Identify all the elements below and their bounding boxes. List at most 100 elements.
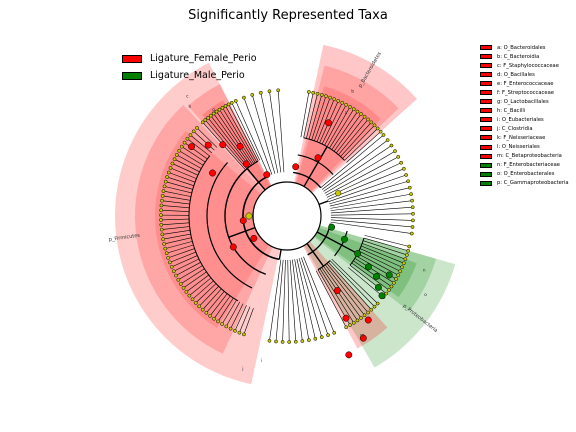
tip-node [369, 120, 374, 125]
tip-node [398, 269, 403, 274]
tip-node [233, 99, 238, 103]
branch-firmicutes [221, 299, 237, 325]
phylum-label-firmicutes: p_Firmicutes [109, 233, 141, 243]
biomarker-node-male [373, 272, 380, 280]
clade-letter: i [261, 358, 262, 364]
tip-node [359, 316, 363, 320]
branch-bacilli [225, 105, 258, 163]
branch-bacilli [219, 109, 255, 164]
branch-bacilli [222, 107, 256, 163]
clade-letter: n [423, 268, 426, 273]
tip-node [160, 232, 165, 237]
branch-top [260, 92, 279, 174]
tip-node [159, 213, 163, 217]
branch-top [235, 100, 270, 176]
branch-other [330, 193, 412, 209]
branch-bacteroidetes [331, 111, 358, 150]
branch-firmicutes [189, 277, 212, 296]
tip-node [190, 297, 195, 302]
biomarker-node-female [242, 160, 250, 168]
tip-node [187, 293, 192, 298]
clade-shade-bacteroidetes [293, 44, 418, 196]
branch-firmicutes [161, 218, 190, 221]
tip-node [324, 94, 328, 99]
key-label: c: F_Staphylococcaceae [497, 62, 559, 69]
branch-other [320, 134, 384, 188]
legend-item-male: Ligature_Male_Perio [122, 67, 257, 84]
key-swatch [480, 135, 492, 141]
branch-bacteroidetes [314, 97, 331, 141]
key-label: l: O_Neisseriales [497, 144, 540, 151]
branch-firmicutes [161, 222, 190, 226]
branch-gamma [362, 240, 407, 256]
tip-node [159, 218, 163, 222]
tip-node [411, 211, 415, 216]
tip-node [172, 157, 177, 162]
key-swatch [480, 63, 492, 69]
tip-node [332, 330, 337, 335]
tip-node [389, 143, 394, 148]
branch-gamma [358, 250, 401, 272]
tip-node [208, 313, 212, 318]
branch-bacilli [228, 104, 259, 162]
biomarker-node-female [204, 141, 212, 149]
tip-node [410, 205, 415, 210]
tip-node [228, 326, 233, 331]
branch-main [316, 231, 358, 255]
key-item: n: F_Enterobacteriaceae [480, 161, 569, 170]
tip-node [369, 307, 374, 312]
branch-other [330, 221, 412, 234]
key-label: a: O_Bacteroidales [497, 44, 546, 51]
biomarker-node-female [188, 143, 195, 151]
key-swatch [480, 180, 492, 186]
biomarker-node-female [229, 243, 237, 251]
tip-node [191, 129, 196, 134]
key-item: p: C_Gammaproteobacteria [480, 179, 569, 188]
branch-firmicutes [164, 186, 192, 194]
clade-letter: c [186, 94, 189, 99]
tip-node [366, 117, 370, 122]
tip-node [224, 324, 229, 329]
tip-node [351, 321, 356, 325]
branch-other [325, 156, 399, 196]
branch-other [330, 200, 413, 211]
clade-letter: j [241, 366, 243, 372]
legend-label-male: Ligature_Male_Perio [150, 70, 245, 81]
branch-gamma [353, 260, 392, 287]
arc-order-bacteroidales [303, 137, 345, 161]
tip-node [280, 340, 285, 344]
biomarker-node-female [333, 287, 341, 295]
biomarker-node-male [328, 223, 336, 231]
legend-swatch-female [122, 54, 142, 63]
branch-bacteroidetes [308, 94, 323, 140]
branch-firmicutes [174, 158, 200, 173]
branch-gamma [354, 258, 395, 284]
tip-node [174, 273, 178, 278]
branch-beta [319, 268, 355, 324]
branch-firmicutes [196, 127, 218, 148]
biomarker-node-male [341, 235, 348, 243]
tip-node [366, 310, 370, 315]
tip-node [311, 90, 316, 95]
branch-main [278, 249, 282, 260]
clade-letter: a [345, 111, 348, 116]
tip-node [200, 120, 205, 125]
tip-node [406, 248, 410, 253]
branch-firmicutes [180, 268, 205, 285]
branch-misc [282, 259, 286, 342]
branch-bacteroidetes [321, 102, 343, 145]
branch-firmicutes [165, 181, 193, 190]
tip-node [229, 100, 234, 105]
branch-bacteroidetes [336, 116, 365, 154]
branch-firmicutes [179, 150, 204, 166]
tip-node [399, 160, 404, 165]
legend-label-female: Ligature_Female_Perio [150, 53, 257, 64]
key-swatch [480, 117, 492, 123]
branch-main [318, 200, 329, 206]
branch-firmicutes [161, 205, 190, 209]
key-label: i: O_Eubacteriales [497, 116, 544, 123]
biomarker-node-female [263, 171, 271, 179]
branch-other [330, 213, 413, 216]
tip-node [181, 286, 186, 290]
branch-gamma [362, 243, 406, 260]
